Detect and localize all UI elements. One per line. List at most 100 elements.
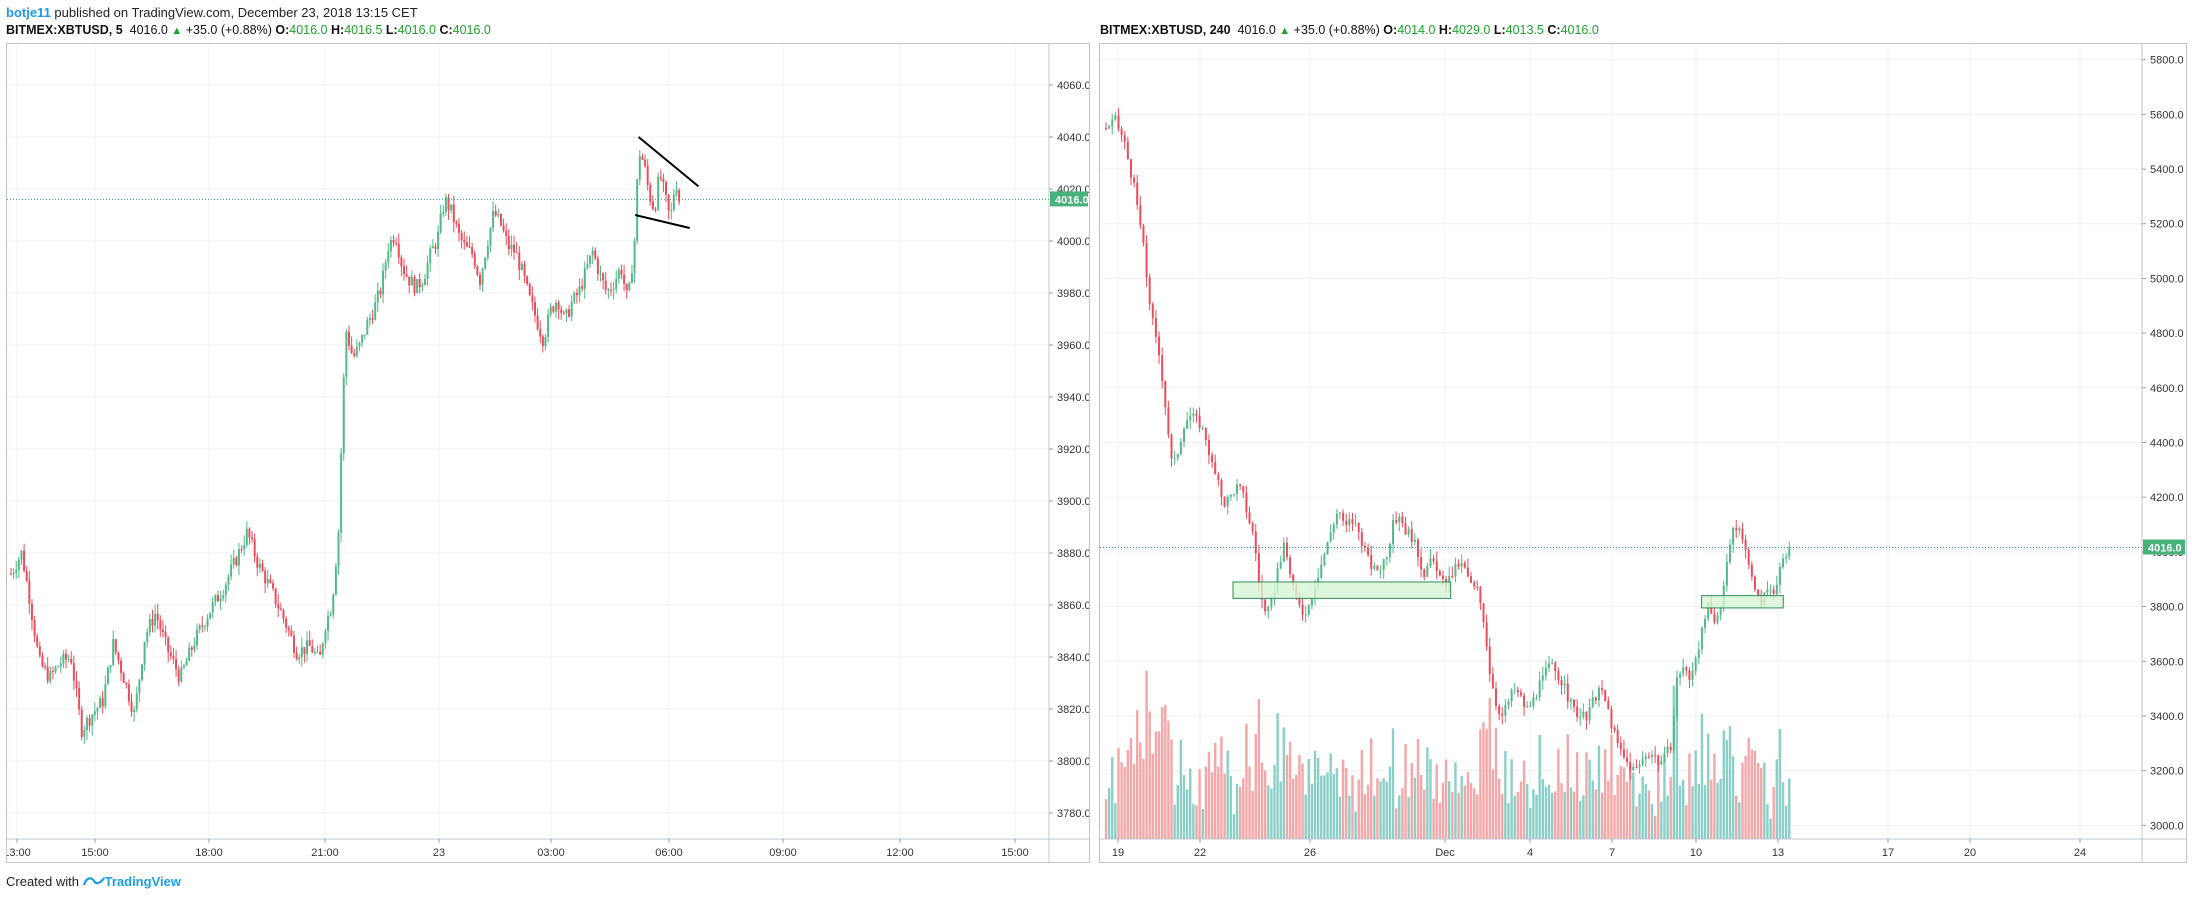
candle-body bbox=[243, 544, 246, 550]
candle-body bbox=[510, 244, 513, 249]
volume-bar bbox=[1507, 803, 1510, 839]
volume-bar bbox=[1575, 752, 1579, 839]
volume-bar bbox=[1407, 797, 1410, 839]
volume-bar bbox=[1270, 788, 1273, 839]
volume-bar bbox=[1488, 697, 1491, 839]
y-tick-label: 3980.0 bbox=[1057, 288, 1089, 300]
last-price-label: 4016.0 bbox=[2148, 543, 2182, 555]
candle-body bbox=[117, 652, 120, 661]
volume-bar bbox=[1307, 758, 1310, 839]
candle-body bbox=[1398, 516, 1401, 523]
candle-body bbox=[28, 580, 31, 604]
volume-bar bbox=[1148, 711, 1151, 839]
candle-body bbox=[1214, 462, 1217, 475]
x-tick-label: 4 bbox=[1527, 847, 1533, 859]
candle-body bbox=[1691, 671, 1694, 680]
volume-bar bbox=[1460, 775, 1463, 839]
candle-body bbox=[575, 292, 578, 296]
candle-body bbox=[434, 246, 437, 249]
left-symbol[interactable]: BITMEX:XBTUSD, 5 bbox=[6, 23, 123, 37]
candle-body bbox=[1788, 547, 1791, 557]
volume-bar bbox=[1466, 772, 1470, 839]
volume-bar bbox=[1772, 786, 1775, 839]
candle-body bbox=[1510, 690, 1513, 702]
candle-body bbox=[531, 294, 534, 303]
candle-body bbox=[1766, 589, 1769, 593]
y-tick-label: 3800.0 bbox=[2150, 602, 2184, 614]
candle-body bbox=[1454, 563, 1457, 577]
left-change: +35.0 (+0.88%) bbox=[185, 23, 272, 37]
chart-5min-svg[interactable]: 3780.0 3800.0 3820.0 3840.0 3860.0 3880.0 3900… bbox=[3, 44, 1091, 862]
candle-body bbox=[44, 666, 47, 668]
x-tick-label: 26 bbox=[1304, 847, 1316, 859]
x-tick-label: 15:00 bbox=[1001, 847, 1029, 859]
candle-body bbox=[667, 194, 670, 211]
volume-bar bbox=[1710, 779, 1713, 839]
candle-body bbox=[1161, 355, 1164, 381]
candle-body bbox=[678, 190, 681, 202]
candle-body bbox=[203, 626, 206, 628]
candle-body bbox=[452, 204, 455, 223]
candle-body bbox=[1704, 618, 1707, 628]
volume-bar bbox=[1120, 762, 1123, 839]
y-tick-label: 5400.0 bbox=[2150, 164, 2184, 176]
candle-body bbox=[256, 556, 259, 568]
volume-bar bbox=[1510, 759, 1513, 839]
candle-body bbox=[237, 549, 240, 566]
x-tick-label: 23 bbox=[433, 847, 445, 859]
volume-bar bbox=[1513, 795, 1516, 839]
candle-body bbox=[167, 637, 170, 653]
chart-240min-svg[interactable]: 3000.03200.03400.03600.03800.04000.04200… bbox=[1100, 44, 2192, 862]
candle-body bbox=[1179, 441, 1182, 455]
candle-body bbox=[1129, 159, 1132, 178]
candle-body bbox=[444, 197, 447, 212]
candle-body bbox=[557, 302, 560, 310]
candle-body bbox=[1666, 746, 1669, 754]
candle-body bbox=[371, 317, 374, 320]
candle-body bbox=[54, 666, 57, 672]
volume-bar bbox=[1117, 748, 1120, 839]
candle-body bbox=[93, 711, 96, 715]
volume-bar bbox=[1260, 762, 1264, 839]
volume-bar bbox=[1463, 785, 1466, 839]
candle-body bbox=[1426, 566, 1429, 577]
y-tick-label: 3860.0 bbox=[1057, 600, 1089, 612]
volume-bar bbox=[1504, 750, 1507, 839]
volume-bar bbox=[1682, 779, 1685, 839]
username-link[interactable]: botje11 bbox=[6, 5, 51, 20]
candle-body bbox=[649, 184, 652, 202]
candle-body bbox=[1267, 606, 1270, 612]
left-l-label: L: bbox=[385, 23, 398, 37]
candle-body bbox=[1201, 427, 1204, 429]
candle-body bbox=[313, 652, 316, 654]
candle-body bbox=[1757, 589, 1760, 596]
candle-body bbox=[112, 639, 115, 666]
candle-body bbox=[1548, 663, 1551, 668]
tradingview-logo-icon[interactable] bbox=[82, 874, 105, 889]
candle-body bbox=[374, 302, 377, 320]
candle-body bbox=[1438, 571, 1441, 576]
candle-body bbox=[83, 730, 86, 737]
candle-body bbox=[1738, 528, 1741, 531]
volume-bar bbox=[1195, 805, 1198, 839]
candle-body bbox=[161, 629, 164, 633]
chart-240min[interactable]: 3000.03200.03400.03600.03800.04000.04200… bbox=[1099, 43, 2192, 863]
candle-body bbox=[484, 257, 487, 269]
volume-bar bbox=[1451, 791, 1454, 839]
up-triangle-icon: ▲ bbox=[171, 25, 183, 37]
volume-bar bbox=[1703, 785, 1707, 839]
up-triangle-icon: ▲ bbox=[1279, 25, 1291, 37]
candle-body bbox=[1495, 688, 1497, 706]
candle-body bbox=[1560, 680, 1563, 686]
right-symbol[interactable]: BITMEX:XBTUSD, 240 bbox=[1100, 23, 1231, 37]
candle-body bbox=[10, 573, 12, 575]
candle-body bbox=[20, 550, 23, 560]
tradingview-brand[interactable]: TradingView bbox=[104, 874, 181, 889]
volume-bar bbox=[1775, 759, 1778, 839]
chart-5min[interactable]: 3780.0 3800.0 3820.0 3840.0 3860.0 3880.0 3900… bbox=[3, 43, 1091, 863]
candle-body bbox=[1385, 557, 1388, 559]
candle-body bbox=[1417, 539, 1419, 558]
candle-body bbox=[1379, 569, 1382, 571]
candle-body bbox=[489, 227, 492, 247]
volume-bar bbox=[1669, 777, 1672, 839]
